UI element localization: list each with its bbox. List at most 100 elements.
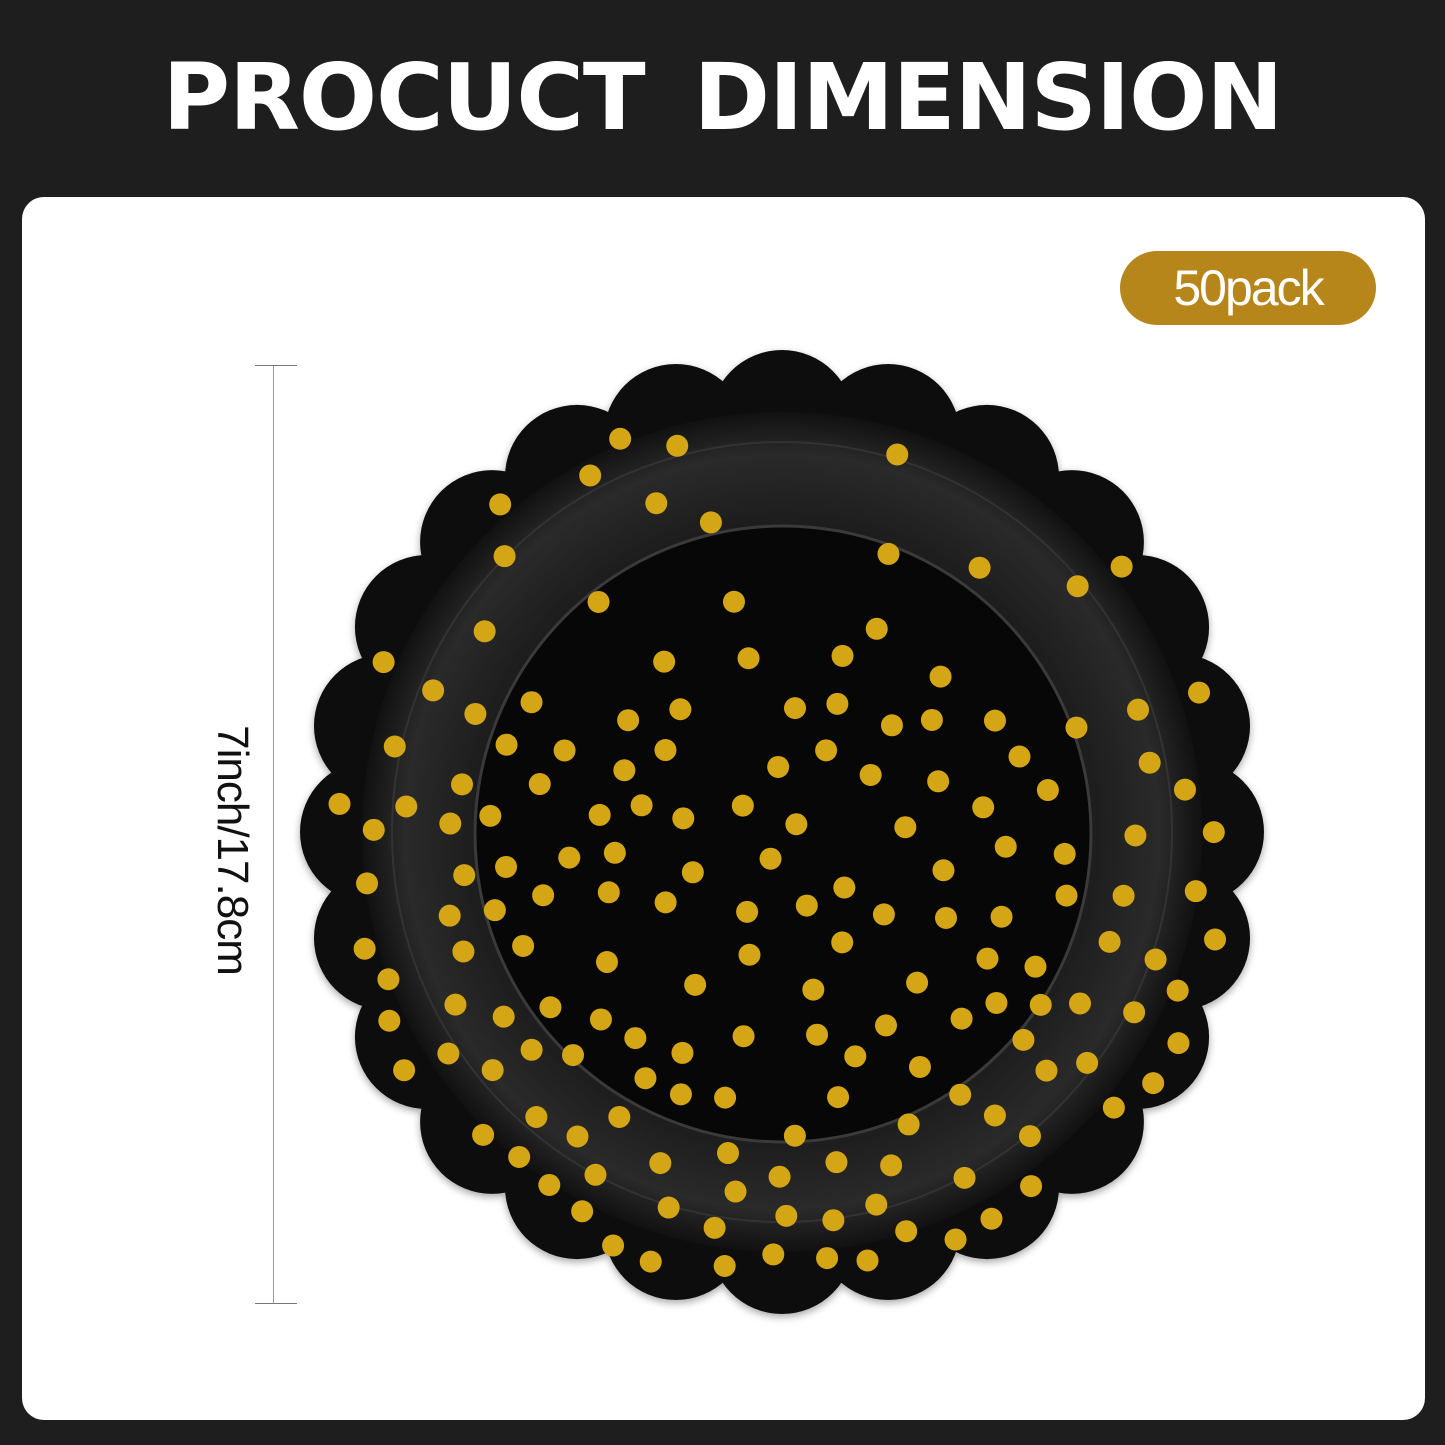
gold-dot	[372, 651, 395, 674]
gold-dot	[452, 940, 475, 963]
gold-dot	[990, 905, 1013, 928]
gold-dot	[759, 847, 782, 870]
gold-dot	[1018, 1125, 1041, 1148]
gold-dot	[1024, 955, 1047, 978]
gold-dot	[822, 1209, 845, 1232]
gold-dot	[880, 1154, 903, 1177]
gold-dot	[1127, 698, 1150, 721]
gold-dot	[538, 1173, 561, 1196]
gold-dot	[584, 1163, 607, 1186]
gold-dot	[588, 803, 611, 826]
gold-dot	[1184, 880, 1207, 903]
gold-dot	[597, 881, 620, 904]
gold-dot	[613, 759, 636, 782]
gold-dot	[983, 709, 1006, 732]
gold-dot	[865, 1193, 888, 1216]
gold-dot	[654, 739, 677, 762]
gold-dot	[713, 1254, 736, 1277]
gold-dot	[422, 679, 445, 702]
gold-dot	[1144, 948, 1167, 971]
gold-dot	[539, 996, 562, 1019]
gold-dot	[356, 872, 379, 895]
gold-dot	[831, 644, 854, 667]
gold-dot	[1166, 979, 1189, 1002]
gold-dot	[844, 1045, 867, 1068]
gold-dot	[649, 1152, 672, 1175]
gold-dot	[897, 1113, 920, 1136]
gold-dot	[731, 794, 754, 817]
gold-dot	[976, 947, 999, 970]
gold-dot	[877, 542, 900, 565]
gold-dot	[630, 794, 653, 817]
gold-dot	[1055, 884, 1078, 907]
gold-dot	[865, 617, 888, 640]
gold-dot	[825, 1151, 848, 1174]
gold-dot	[512, 934, 535, 957]
gold-dot	[783, 1124, 806, 1147]
gold-dot	[732, 1025, 755, 1048]
gold-dots	[328, 427, 1227, 1277]
gold-dot	[1188, 681, 1211, 704]
gold-dot	[785, 813, 808, 836]
gold-dot	[950, 1007, 973, 1030]
gold-dot	[395, 795, 418, 818]
gold-dot	[666, 434, 689, 457]
gold-dot	[562, 1044, 585, 1067]
gold-dot	[671, 1041, 694, 1064]
gold-dot	[589, 1008, 612, 1031]
gold-dot	[532, 884, 555, 907]
gold-dot	[927, 770, 950, 793]
gold-dot	[1036, 779, 1059, 802]
gold-dot	[1035, 1059, 1058, 1082]
dimension-line	[273, 365, 274, 1304]
gold-dot	[874, 1014, 897, 1037]
gold-dot	[880, 714, 903, 737]
gold-dot	[1065, 716, 1088, 739]
gold-dot	[624, 1027, 647, 1050]
gold-dot	[827, 1086, 850, 1109]
gold-dot	[1173, 778, 1196, 801]
gold-dot	[525, 1105, 548, 1128]
gold-dot	[669, 698, 692, 721]
gold-dot	[983, 1104, 1006, 1127]
gold-dot	[520, 691, 543, 714]
gold-dot	[768, 1165, 791, 1188]
gold-dot	[972, 796, 995, 819]
gold-dot	[579, 464, 602, 487]
gold-dot	[587, 590, 610, 613]
gold-dot	[815, 739, 838, 762]
gold-dot	[353, 937, 376, 960]
gold-dot	[929, 665, 952, 688]
gold-dot	[383, 735, 406, 758]
gold-dot	[738, 943, 761, 966]
gold-dot	[1029, 993, 1052, 1016]
gold-dot	[985, 991, 1008, 1014]
gold-dot	[489, 493, 512, 516]
gold-dot	[684, 973, 707, 996]
gold-dot	[571, 1200, 594, 1223]
gold-dot	[393, 1059, 416, 1082]
gold-dot	[362, 818, 385, 841]
gold-dot	[831, 931, 854, 954]
gold-dot	[1020, 1175, 1043, 1198]
gold-dot	[608, 1105, 631, 1128]
gold-dot	[681, 861, 704, 884]
gold-dot	[492, 1005, 515, 1028]
gold-dot	[595, 951, 618, 974]
gold-dot	[994, 835, 1017, 858]
gold-dot	[669, 1083, 692, 1106]
gold-dot	[934, 906, 957, 929]
gold-dot	[453, 864, 476, 887]
gold-dot	[767, 755, 790, 778]
gold-dot	[672, 807, 695, 830]
gold-dot	[566, 1125, 589, 1148]
gold-dot	[895, 1220, 918, 1243]
gold-dot	[724, 1180, 747, 1203]
gold-dot	[328, 792, 351, 815]
gold-dot	[784, 697, 807, 720]
gold-dot	[602, 1234, 625, 1257]
gold-dot	[437, 1042, 460, 1065]
gold-dot	[1098, 930, 1121, 953]
gold-dot	[1124, 824, 1147, 847]
gold-dot	[1053, 842, 1076, 865]
